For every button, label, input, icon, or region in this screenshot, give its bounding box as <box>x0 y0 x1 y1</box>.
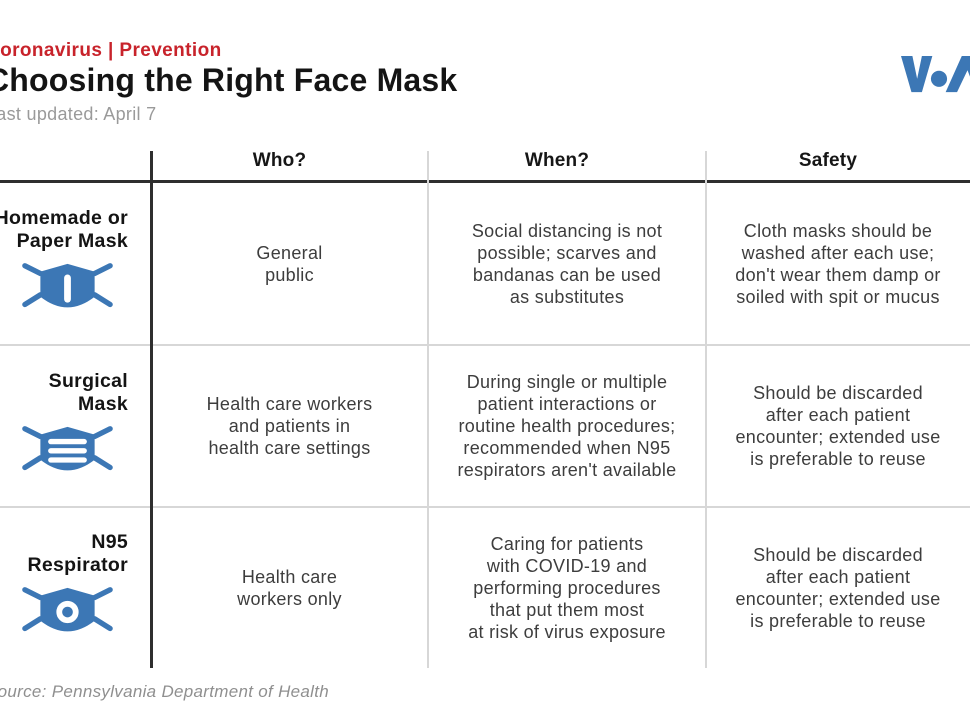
table-row-type-surgical: Surgical Mask <box>0 345 151 507</box>
voa-logo-icon <box>901 56 970 93</box>
n95-mask-icon <box>22 587 113 632</box>
table-cell-safety: Should be discarded after each patient e… <box>735 383 941 469</box>
surgical-mask-icon <box>22 425 113 470</box>
table-row-type-n95: N95 Respirator <box>0 507 151 668</box>
table-cell-when: Social distancing is not possible; scarv… <box>471 220 663 307</box>
mask-type-label: N95 Respirator <box>27 531 128 576</box>
header-divider-line <box>0 180 970 183</box>
mask-type-label: Surgical Mask <box>48 369 128 415</box>
category-kicker: Coronavirus | Prevention <box>0 40 222 61</box>
source-attribution: Source: Pennsylvania Department of Healt… <box>0 682 330 701</box>
row-divider-line <box>0 344 970 346</box>
table-cell-safety: Cloth masks should be washed after each … <box>735 220 941 307</box>
column-divider-line <box>705 151 707 668</box>
mask-comparison-table: Who? When? Safety Homemade or Paper Mask… <box>0 135 970 668</box>
table-row-type-homemade: Homemade or Paper Mask <box>0 182 151 345</box>
table-cell-when: Caring for patients with COVID-19 and pe… <box>468 533 666 642</box>
table-cell-when: During single or multiple patient intera… <box>457 372 677 480</box>
column-divider-line <box>427 151 429 668</box>
header-cell-who: Who? <box>252 149 307 171</box>
table-cell-who: Health care workers only <box>237 566 342 609</box>
header-cell-empty <box>0 135 151 182</box>
header-cell-when: When? <box>524 149 590 171</box>
page-title: Choosing the Right Face Mask <box>0 62 458 98</box>
homemade-mask-icon <box>22 263 113 308</box>
column-divider-line <box>150 151 153 668</box>
mask-type-label: Homemade or Paper Mask <box>0 207 128 252</box>
table-cell-who: General public <box>256 242 323 285</box>
table-cell-who: Health care workers and patients in heal… <box>206 394 373 458</box>
row-divider-line <box>0 506 970 508</box>
last-updated-text: Last updated: April 7 <box>0 104 157 124</box>
table-cell-safety: Should be discarded after each patient e… <box>735 544 941 631</box>
header-cell-safety: Safety <box>798 149 858 171</box>
